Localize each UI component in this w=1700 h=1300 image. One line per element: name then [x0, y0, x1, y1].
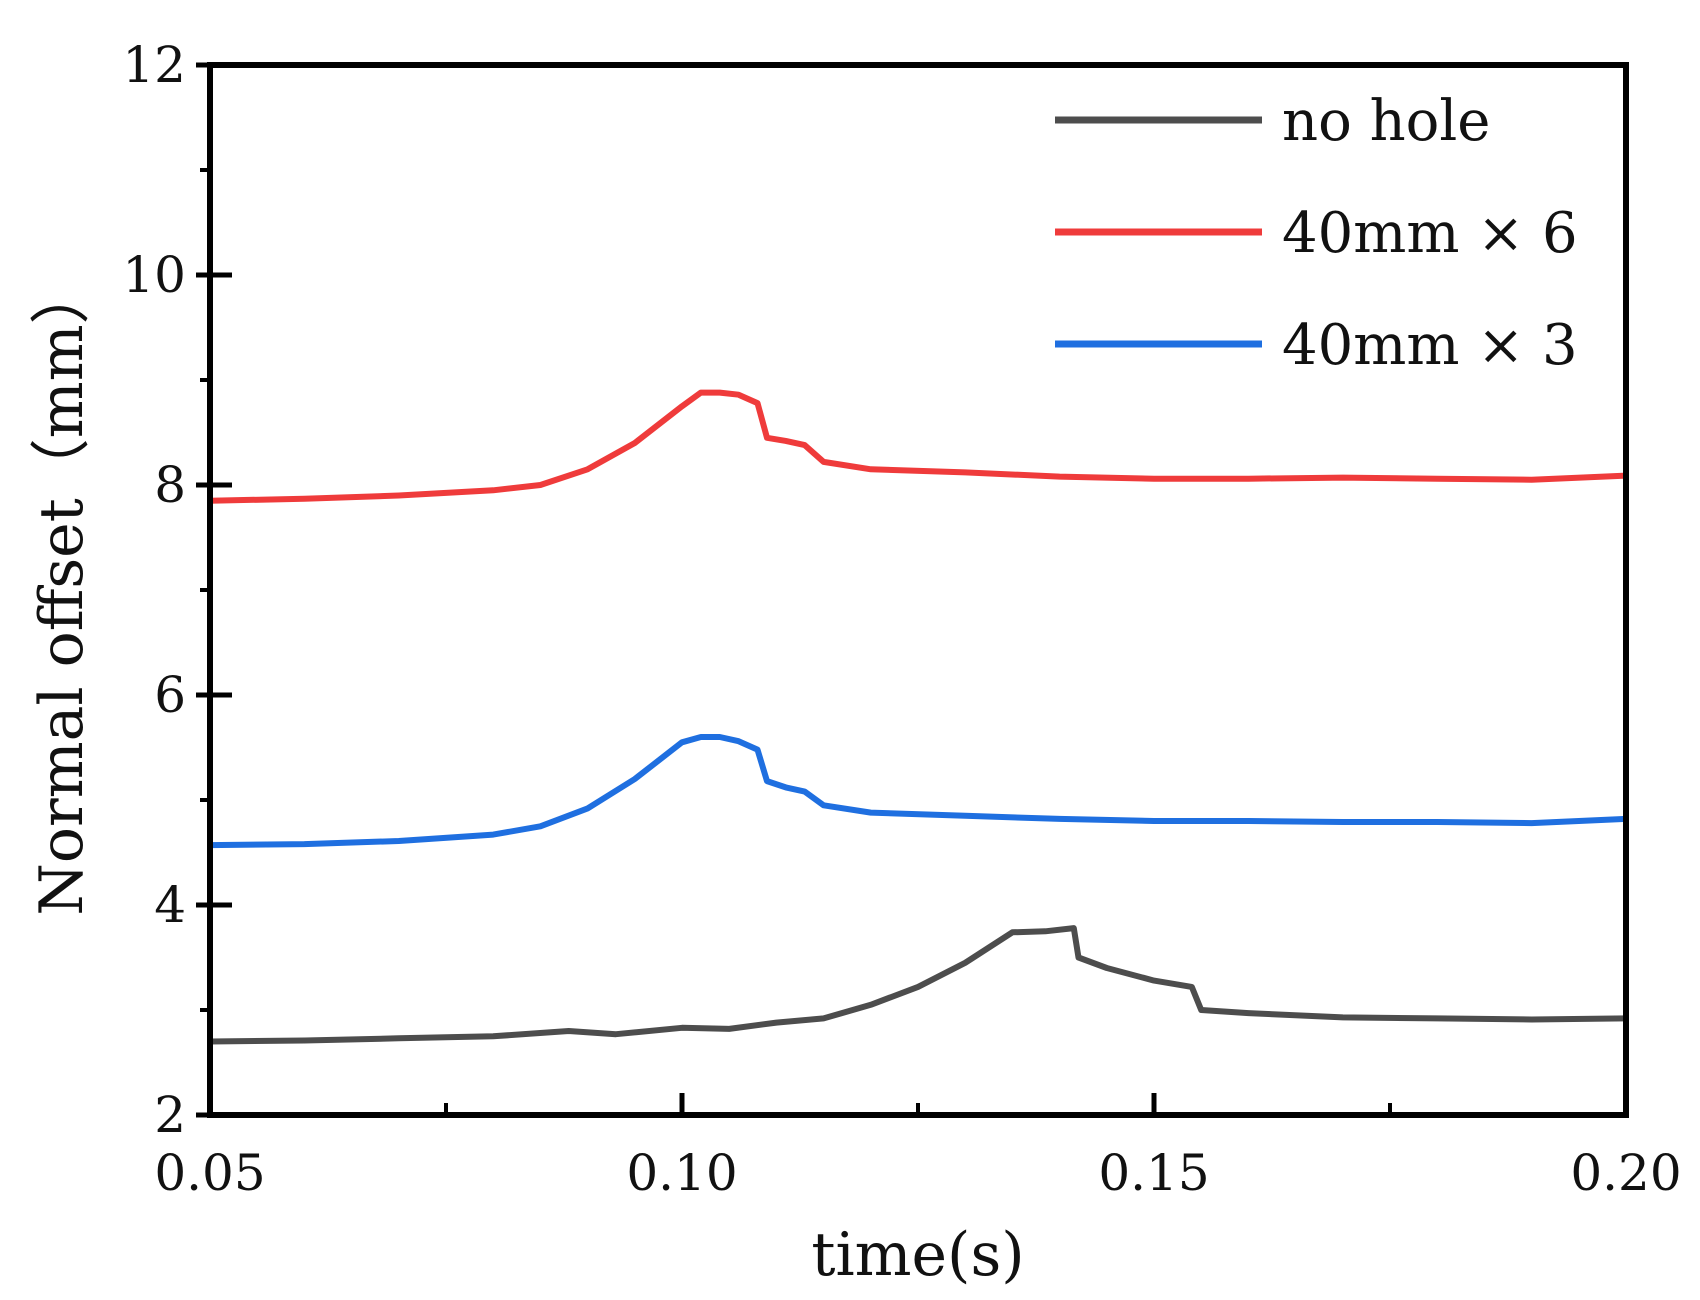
- y-tick-label: 10: [122, 246, 186, 304]
- legend: no hole 40mm × 6 40mm × 3: [1055, 89, 1578, 378]
- y-axis-title: Normal offset（mm）: [27, 264, 97, 915]
- y-tick-label: 12: [122, 36, 186, 94]
- labels-layer: 0.05 0.10 0.15 0.20 2 4 6 8 10 12: [122, 36, 1681, 1202]
- y-tick-label: 6: [154, 666, 186, 724]
- legend-label-1: 40mm × 6: [1282, 201, 1578, 266]
- series-line-2: [207, 734, 1629, 849]
- series-line-1: [207, 389, 1629, 504]
- series-layer: [207, 389, 1629, 1045]
- x-tick-label: 0.20: [1570, 1144, 1681, 1202]
- legend-label-0: no hole: [1282, 89, 1490, 154]
- x-axis-title: time(s): [811, 1220, 1024, 1290]
- x-tick-label: 0.10: [626, 1144, 737, 1202]
- series-line-0: [207, 925, 1629, 1045]
- y-tick-label: 4: [154, 876, 186, 934]
- x-tick-label: 0.05: [154, 1144, 265, 1202]
- legend-label-2: 40mm × 3: [1282, 313, 1578, 378]
- y-tick-label: 8: [154, 456, 186, 514]
- ticks-layer: [196, 62, 1629, 1118]
- y-tick-label: 2: [154, 1086, 186, 1144]
- x-tick-label: 0.15: [1098, 1144, 1209, 1202]
